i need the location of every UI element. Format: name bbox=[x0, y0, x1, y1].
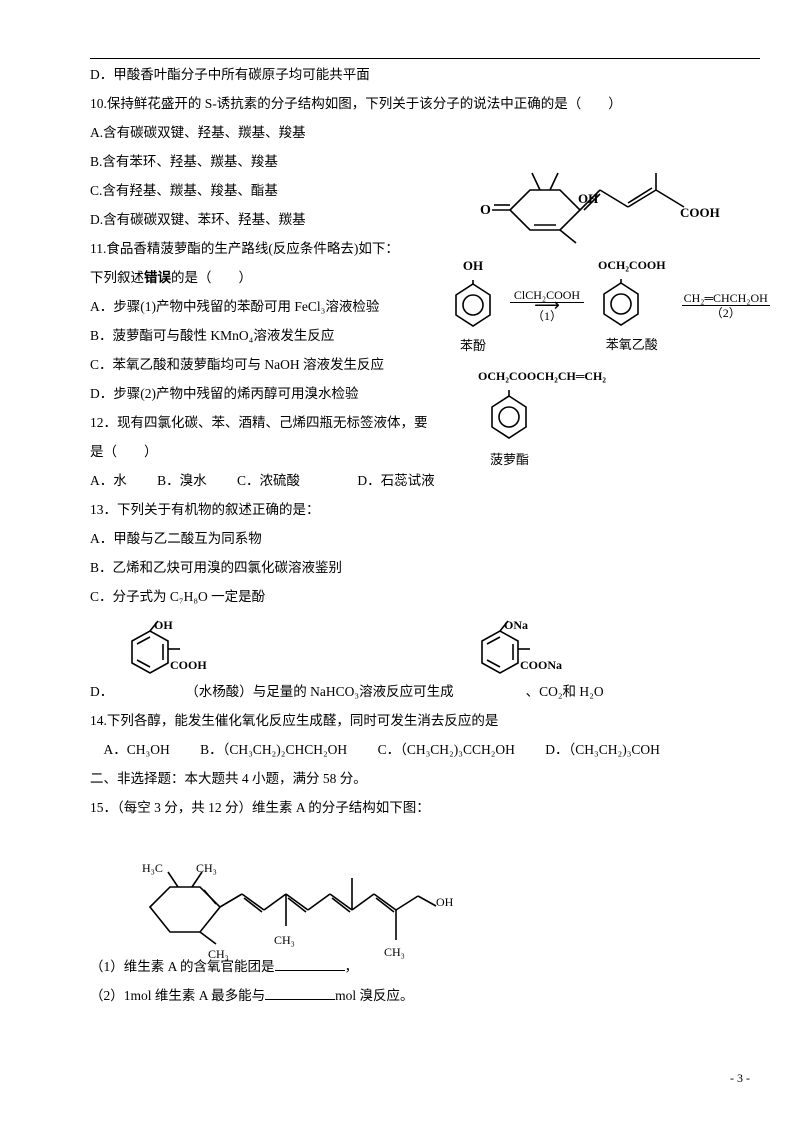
top-rule bbox=[90, 58, 760, 59]
q13-salicylic-acid: OH COOH bbox=[110, 619, 188, 689]
q10-structure: O OH COOH bbox=[480, 155, 730, 250]
section-2-heading: 二、非选择题：本大题共 4 小题，满分 58 分。 bbox=[90, 764, 760, 793]
q15-stem: 15．（每空 3 分，共 12 分）维生素 A 的分子结构如下图： bbox=[90, 793, 760, 822]
vita-ch3-2: CH₃ bbox=[208, 942, 229, 968]
q11-phenoxy-cap: 苯氧乙酸 bbox=[598, 331, 666, 359]
sal-coona: COONa bbox=[520, 653, 562, 679]
sal-cooh: COOH bbox=[170, 653, 207, 679]
q12-c: C．浓硫酸 bbox=[237, 473, 300, 488]
q10-stem: 10.保持鲜花盛开的 S-诱抗素的分子结构如图，下列关于该分子的说法中正确的是（… bbox=[90, 89, 760, 118]
q14-a: A．CH₃OH bbox=[104, 742, 170, 757]
q12-b: B．溴水 bbox=[157, 473, 207, 488]
q13-c: C．分子式为 C₇H₈O 一定是酚 bbox=[90, 582, 760, 611]
q14-options: A．CH₃OH B．（CH₃CH₂)₂CHCH₂OH C．（CH₃CH₂)₃CC… bbox=[90, 735, 760, 764]
q13-b: B．乙烯和乙炔可用溴的四氯化碳溶液鉴别 bbox=[90, 553, 760, 582]
vita-h3c-1: H₃C bbox=[142, 856, 163, 882]
q13-sodium-salicylate: ONa COONa bbox=[460, 619, 550, 689]
q15-p2-b: mol 溴反应。 bbox=[335, 988, 413, 1003]
q11-oh-label: OH bbox=[450, 252, 496, 280]
svg-text:O: O bbox=[480, 203, 491, 218]
vita-ch3-1: CH₃ bbox=[196, 856, 217, 882]
q11-ester-cap: 菠萝酯 bbox=[490, 446, 776, 474]
q15-p2-a: （2）1mol 维生素 A 最多能与 bbox=[90, 988, 265, 1003]
q11-stem-2b: 的是（ ） bbox=[171, 270, 252, 285]
q11-step1-num: （1） bbox=[532, 309, 562, 323]
q12-d: D．石蕊试液 bbox=[357, 473, 434, 488]
q14-d: D．（CH₃CH₂)₃COH bbox=[545, 742, 660, 757]
q13-stem: 13．下列关于有机物的叙述正确的是： bbox=[90, 495, 760, 524]
vita-oh: OH bbox=[436, 890, 453, 916]
vita-ch3-3: CH₃ bbox=[274, 928, 295, 954]
q14-c: C．（CH₃CH₂)₃CCH₂OH bbox=[378, 742, 515, 757]
sal-oh: OH bbox=[154, 613, 173, 639]
vita-ch3-4: CH₃ bbox=[384, 940, 405, 966]
sal-ona: ONa bbox=[504, 613, 528, 639]
q11-stem-2a: 下列叙述 bbox=[90, 270, 144, 285]
q11-ester-formula: OCH₂COOCH₂CH═CH₂ bbox=[478, 364, 776, 390]
q13-d: D． （水杨酸）与足量的 NaHCO₃溶液反应可生成 、CO₂和 H₂O bbox=[90, 677, 760, 706]
q11-och2cooh: OCH₂COOH bbox=[598, 253, 666, 279]
q11-step2-reagent: CH₂═CHCH₂OH bbox=[682, 292, 770, 306]
q9-option-d: D．甲酸香叶酯分子中所有碳原子均可能共平面 bbox=[90, 60, 760, 89]
q11-step2-num: （2） bbox=[711, 306, 741, 320]
q12-a: A．水 bbox=[90, 473, 127, 488]
q15-blank-2[interactable] bbox=[265, 986, 335, 1001]
q13-a: A．甲酸与乙二酸互为同系物 bbox=[90, 524, 760, 553]
svg-text:COOH: COOH bbox=[680, 205, 720, 220]
page-number: - 3 - bbox=[730, 1066, 750, 1092]
q11-stem-bold: 错误 bbox=[144, 270, 171, 285]
q15-p2: （2）1mol 维生素 A 最多能与 mol 溴反应。 bbox=[90, 981, 760, 1010]
q11-scheme: OH 苯酚 ClCH₂COOH ⟶ （1） OCH₂COOH 苯氧乙酸 CH₂═… bbox=[450, 252, 776, 474]
q11-phenol-cap: 苯酚 bbox=[450, 332, 496, 360]
q10-a: A.含有碳碳双键、羟基、羰基、羧基 bbox=[90, 118, 760, 147]
q14-b: B．（CH₃CH₂)₂CHCH₂OH bbox=[200, 742, 347, 757]
q14-stem: 14.下列各醇，能发生催化氧化反应生成醛，同时可发生消去反应的是 bbox=[90, 706, 760, 735]
q15-vitamin-a: H₃C CH₃ CH₃ CH₃ CH₃ OH bbox=[130, 852, 470, 962]
q13-d-mid: （水杨酸）与足量的 NaHCO₃溶液反应可生成 bbox=[185, 677, 453, 706]
